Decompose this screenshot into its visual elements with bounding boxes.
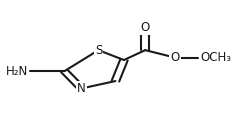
- Text: OCH₃: OCH₃: [201, 51, 231, 64]
- Text: O: O: [170, 51, 179, 64]
- Text: N: N: [77, 82, 86, 95]
- Text: S: S: [95, 44, 102, 57]
- Text: H₂N: H₂N: [6, 65, 28, 78]
- Text: O: O: [141, 21, 150, 34]
